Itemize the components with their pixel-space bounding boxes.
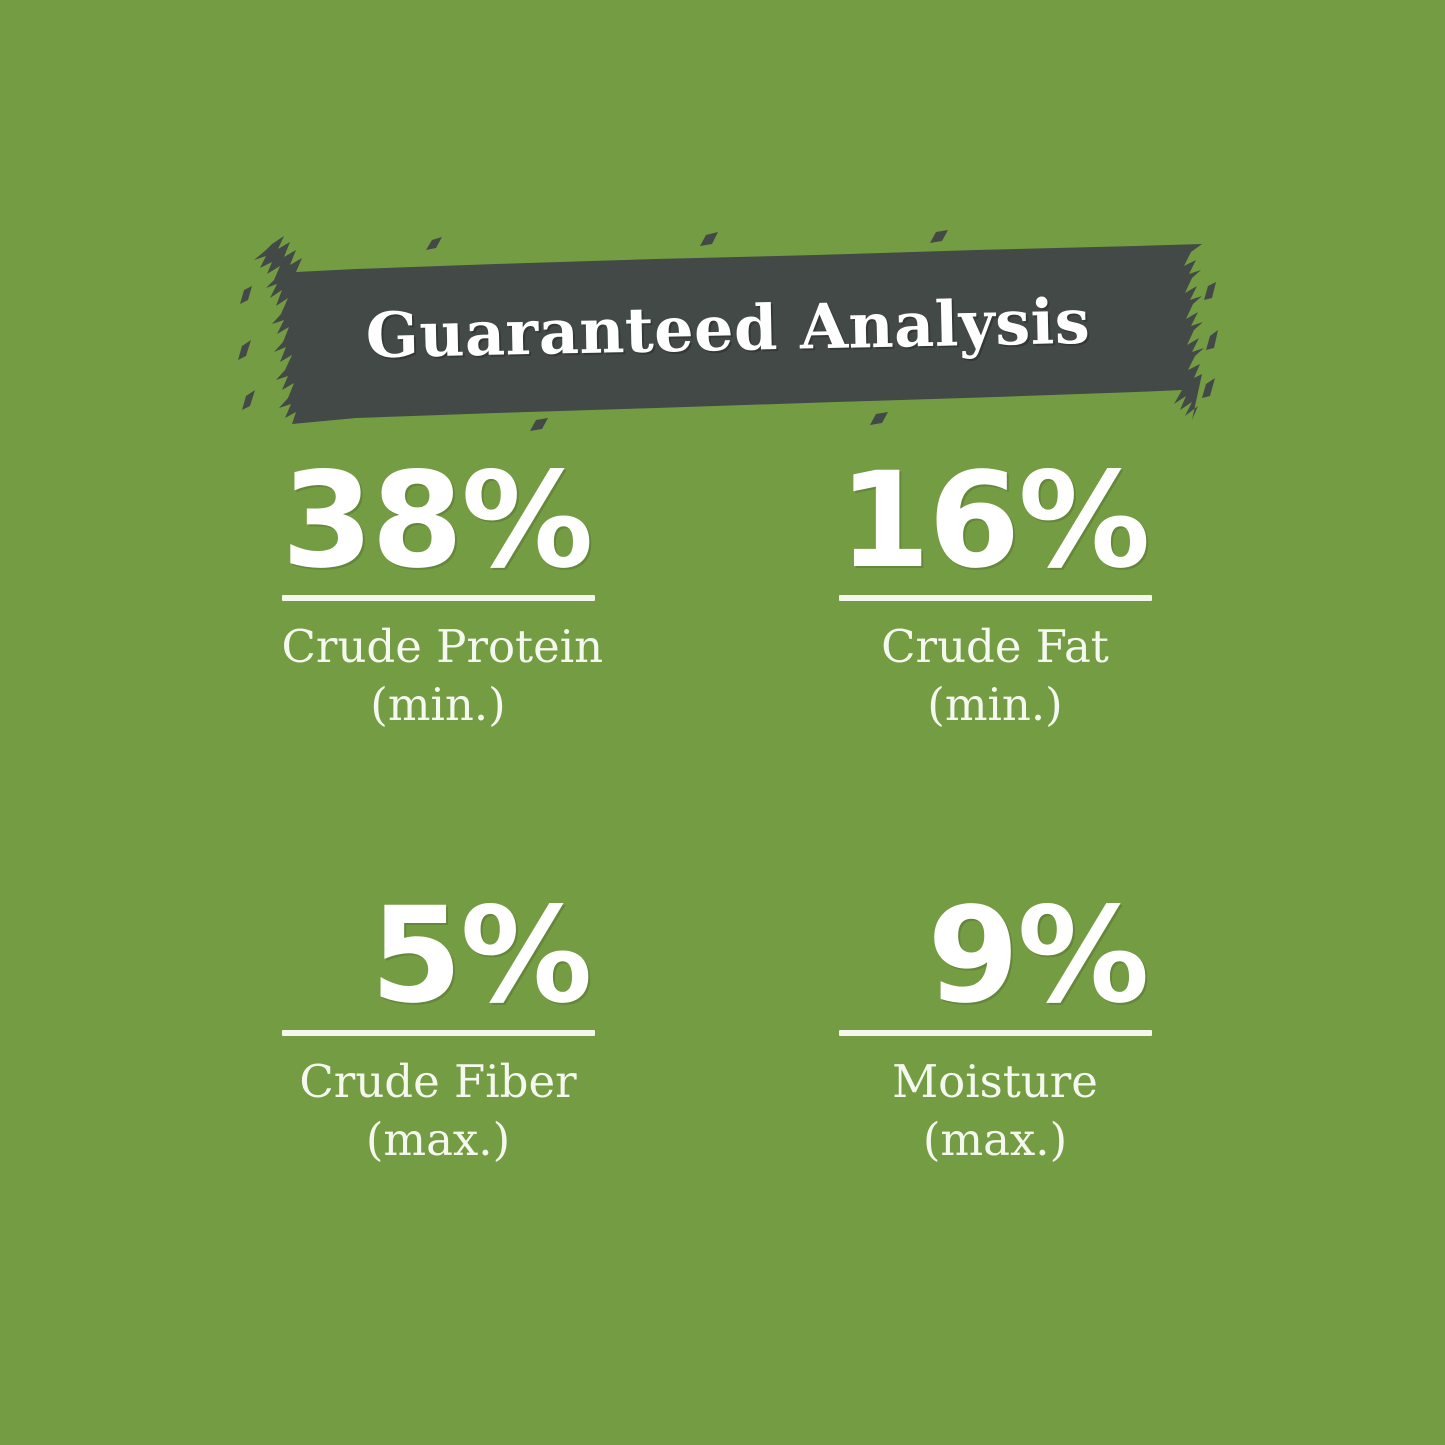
banner-brush-shape [238, 230, 1218, 431]
header-banner: Guaranteed Analysis [236, 228, 1220, 433]
stat-label-moisture: Moisture [892, 1055, 1098, 1108]
stat-qualifier-crude-fat: (min.) [927, 678, 1063, 732]
stat-qualifier-crude-fiber: (max.) [365, 1113, 511, 1167]
stat-crude-fiber: 5% Crude Fiber (max.) [281, 879, 595, 1167]
stat-qualifier-crude-protein: (min.) [370, 678, 506, 732]
stat-value-crude-fiber: 5% [370, 879, 592, 1033]
stat-value-crude-protein: 38% [281, 444, 594, 598]
stat-crude-protein: 38% Crude Protein (min.) [281, 444, 604, 890]
page-title: Guaranteed Analysis [365, 284, 1091, 373]
stat-crude-fat: 16% Crude Fat (min.) [838, 444, 1152, 890]
stat-divider-crude-protein [281, 595, 595, 601]
stat-value-moisture: 9% [927, 879, 1149, 1033]
stat-qualifier-moisture: (max.) [922, 1113, 1068, 1167]
stat-label-crude-fat: Crude Fat [881, 620, 1109, 673]
stat-value-crude-fat: 16% [838, 444, 1151, 598]
stat-divider-crude-fat [838, 595, 1152, 601]
stat-divider-moisture [838, 1030, 1152, 1036]
stat-moisture: 9% Moisture (max.) [838, 879, 1152, 1167]
stat-label-crude-fiber: Crude Fiber [299, 1055, 577, 1108]
stats-grid: 38% Crude Protein (min.) 16% Crude Fat (… [0, 455, 1445, 1166]
stat-label-crude-protein: Crude Protein [281, 620, 604, 673]
stat-divider-crude-fiber [281, 1030, 595, 1036]
